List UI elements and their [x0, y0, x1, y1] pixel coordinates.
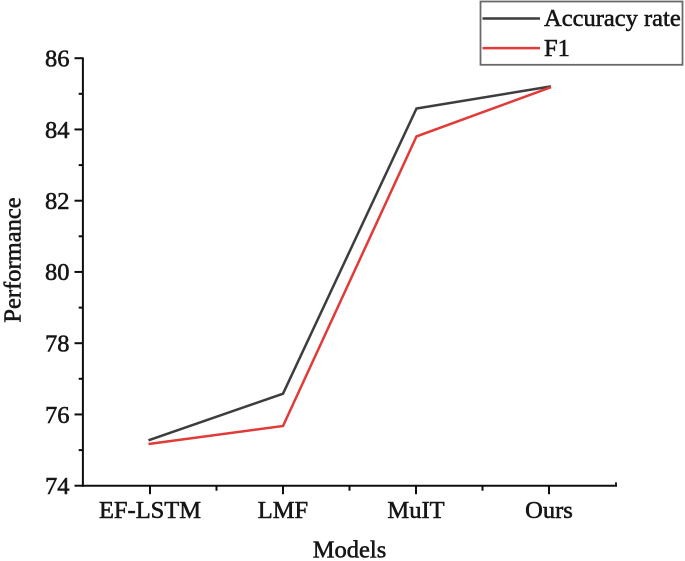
svg-text:Performance: Performance	[0, 197, 26, 322]
svg-text:Models: Models	[313, 537, 387, 561]
svg-text:Accuracy rate: Accuracy rate	[544, 5, 681, 32]
svg-text:86: 86	[45, 46, 70, 73]
svg-text:84: 84	[45, 117, 70, 144]
svg-text:82: 82	[45, 188, 70, 215]
svg-text:74: 74	[45, 473, 70, 500]
svg-text:Ours: Ours	[525, 497, 573, 524]
svg-text:76: 76	[45, 402, 70, 429]
svg-text:LMF: LMF	[258, 497, 308, 524]
svg-text:78: 78	[45, 331, 70, 358]
svg-text:80: 80	[45, 259, 70, 286]
svg-text:EF-LSTM: EF-LSTM	[99, 497, 201, 524]
svg-text:F1: F1	[544, 35, 570, 62]
svg-text:MuIT: MuIT	[387, 497, 444, 524]
